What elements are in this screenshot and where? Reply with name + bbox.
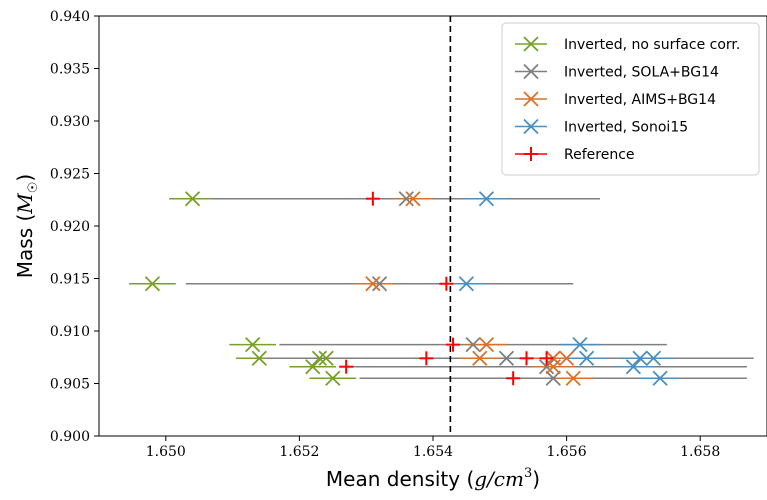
- data-point: [371, 276, 388, 292]
- data-point: [558, 350, 575, 366]
- data-point: [498, 350, 515, 366]
- data-point: [539, 351, 554, 366]
- legend-label: Reference: [564, 147, 635, 163]
- y-tick-label: 0.910: [50, 324, 90, 340]
- x-tick-label: 1.650: [146, 444, 186, 460]
- legend-marker: [523, 36, 539, 52]
- data-point: [625, 359, 642, 375]
- x-tick-label: 1.656: [547, 444, 587, 460]
- y-tick-label: 0.925: [50, 167, 90, 183]
- data-point: [652, 370, 668, 386]
- data-point: [365, 276, 381, 292]
- legend-box: [501, 22, 760, 176]
- data-point: [465, 337, 481, 353]
- x-tick-label: 1.652: [279, 444, 319, 460]
- x-tick-label: 1.658: [680, 444, 720, 460]
- data-point: [184, 191, 201, 207]
- data-point: [245, 337, 261, 353]
- data-point: [405, 191, 421, 207]
- y-tick-label: 0.920: [50, 219, 90, 235]
- y-tick-label: 0.930: [50, 114, 90, 130]
- y-tick-label: 0.905: [50, 377, 90, 393]
- legend-label: Inverted, SOLA+BG14: [564, 65, 719, 81]
- legend-label: Inverted, no surface corr.: [564, 37, 740, 53]
- y-axis-ticks: 0.900 0.905 0.910 0.915 0.920 0.925 0.930 0.935…: [50, 9, 99, 445]
- data-point: [439, 276, 454, 291]
- x-tick-label: 1.654: [413, 444, 453, 460]
- y-tick-label: 0.940: [50, 9, 90, 25]
- data-point: [506, 371, 521, 386]
- data-point: [632, 350, 648, 366]
- data-markers: [144, 191, 668, 386]
- x-axis-ticks: 1.650 1.652 1.654 1.656 1.658: [146, 436, 720, 460]
- legend-marker: [524, 147, 538, 161]
- legend-label: Inverted, AIMS+BG14: [564, 92, 716, 108]
- data-point: [446, 337, 461, 352]
- legend-marker: [523, 91, 539, 107]
- data-point: [365, 191, 380, 206]
- x-axis-label: Mean density (g/cm3): [326, 466, 540, 491]
- data-point: [538, 359, 555, 375]
- data-point: [545, 370, 561, 386]
- legend-marker: [523, 63, 539, 80]
- data-point: [251, 350, 267, 366]
- data-point: [645, 350, 662, 366]
- legend: Inverted, no surface corr. Inverted, SOLA…: [501, 22, 760, 176]
- data-point: [419, 351, 434, 366]
- data-point: [305, 359, 321, 375]
- data-point: [144, 276, 161, 292]
- data-point: [572, 337, 588, 353]
- data-point: [545, 359, 561, 375]
- data-point: [478, 337, 495, 353]
- data-point: [478, 191, 495, 207]
- data-point: [339, 359, 354, 374]
- y-tick-label: 0.900: [50, 429, 90, 445]
- data-point: [472, 350, 488, 366]
- data-point: [318, 350, 334, 366]
- y-tick-label: 0.935: [50, 62, 90, 78]
- data-point: [325, 370, 341, 386]
- legend-marker: [523, 118, 539, 135]
- data-point: [519, 351, 534, 366]
- legend-label: Inverted, Sonoi15: [564, 120, 688, 136]
- data-point: [458, 276, 475, 292]
- y-axis-label: Mass (M☉): [13, 174, 41, 278]
- y-tick-label: 0.915: [50, 272, 90, 288]
- data-point: [579, 350, 595, 366]
- data-point: [565, 370, 581, 386]
- data-point: [398, 191, 414, 207]
- data-point: [311, 350, 328, 366]
